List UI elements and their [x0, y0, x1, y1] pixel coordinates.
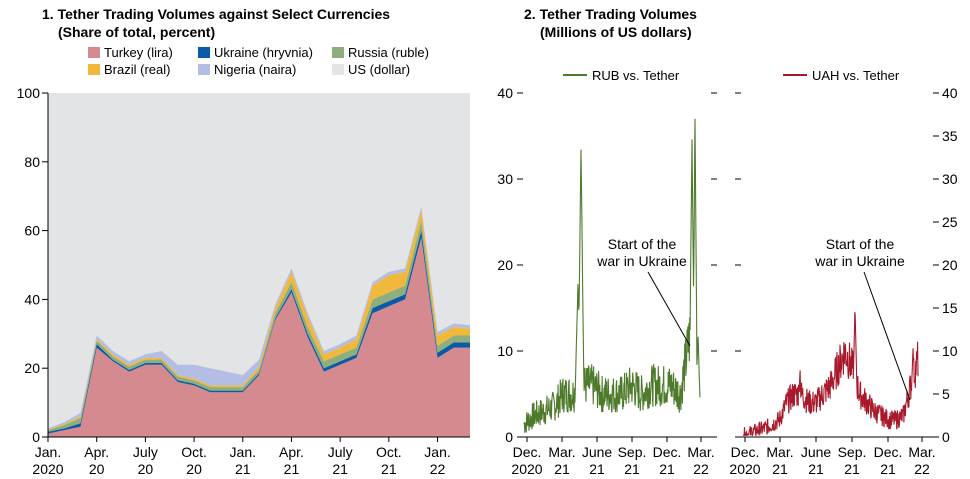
- uah-annotation-pointer: [863, 271, 911, 401]
- x-tick-label: 20: [89, 461, 105, 477]
- right-y-tick-label: 20: [942, 257, 958, 273]
- rub-annotation-line-2: war in Ukraine: [596, 253, 687, 269]
- rub-annotation-line-1: Start of the: [608, 236, 677, 252]
- x-tick-label: 20: [138, 461, 154, 477]
- stacked-areas: [48, 206, 470, 437]
- panel-2: 2. Tether Trading Volumes (Millions of U…: [497, 6, 957, 477]
- right-x-tick-label: Dec.: [874, 444, 903, 460]
- y-tick-label: 40: [24, 291, 40, 307]
- legend-swatch: [198, 64, 210, 75]
- x-tick-label: Oct.: [376, 444, 402, 460]
- right-x-tick-label: Sep.: [838, 444, 867, 460]
- right-x-tick-label: June: [801, 444, 832, 460]
- panel-2-subtitle: (Millions of US dollars): [540, 24, 692, 40]
- x-tick-label: July: [133, 444, 158, 460]
- right-x-tick-label: Dec.: [731, 444, 760, 460]
- panel-2-axes: 0102030400510152025303540Dec.2020Mar.21J…: [497, 85, 957, 477]
- legend-swatch: [88, 47, 100, 58]
- y-tick-label: 60: [24, 223, 40, 239]
- left-y-tick-label: 30: [497, 171, 513, 187]
- y-tick-label: 0: [32, 429, 40, 445]
- rub-series-line: [523, 118, 701, 433]
- right-x-tick-label: 22: [914, 461, 930, 477]
- right-x-tick-label: 21: [844, 461, 860, 477]
- right-y-tick-label: 5: [942, 386, 950, 402]
- x-tick-label: 20: [186, 461, 202, 477]
- x-tick-label: 2020: [32, 461, 63, 477]
- panel-2-lines: [523, 118, 919, 437]
- panel-1-title: 1. Tether Trading Volumes against Select…: [42, 6, 390, 22]
- right-x-tick-label: Mar.: [908, 444, 935, 460]
- right-x-tick-label: 21: [772, 461, 788, 477]
- right-y-tick-label: 40: [942, 85, 958, 101]
- right-y-tick-label: 30: [942, 171, 958, 187]
- left-x-tick-label: Dec.: [653, 444, 682, 460]
- x-tick-label: 21: [381, 461, 397, 477]
- uah-series-line: [743, 312, 919, 437]
- rub-annotation-pointer: [647, 271, 691, 347]
- x-tick-label: Apr.: [279, 444, 304, 460]
- x-tick-label: Apr.: [84, 444, 109, 460]
- legend-label: US (dollar): [348, 62, 410, 77]
- area-turkey: [48, 237, 470, 437]
- x-tick-label: Jan.: [35, 444, 61, 460]
- left-y-tick-label: 0: [505, 429, 513, 445]
- panel-1-axes: 020406080100Jan.2020Apr.20July20Oct.20Ja…: [17, 85, 470, 477]
- x-tick-label: July: [328, 444, 353, 460]
- y-tick-label: 100: [17, 85, 41, 101]
- left-x-tick-label: 21: [589, 461, 605, 477]
- y-tick-label: 80: [24, 154, 40, 170]
- x-tick-label: Oct.: [181, 444, 207, 460]
- right-y-tick-label: 10: [942, 343, 958, 359]
- legend-label: Turkey (lira): [104, 45, 173, 60]
- uah-legend-label: UAH vs. Tether: [812, 68, 900, 83]
- left-x-tick-label: June: [582, 444, 613, 460]
- x-tick-label: 21: [284, 461, 300, 477]
- left-y-tick-label: 20: [497, 257, 513, 273]
- legend-swatch: [198, 47, 210, 58]
- legend-label: Ukraine (hryvnia): [214, 45, 313, 60]
- legend-label: Nigeria (naira): [214, 62, 296, 77]
- panel-2-title: 2. Tether Trading Volumes: [524, 6, 697, 22]
- panel-1-subtitle: (Share of total, percent): [58, 24, 215, 40]
- left-x-tick-label: Dec.: [513, 444, 542, 460]
- legend-swatch: [332, 64, 344, 75]
- legend-swatch: [332, 47, 344, 58]
- y-tick-label: 20: [24, 360, 40, 376]
- left-y-tick-label: 10: [497, 343, 513, 359]
- right-x-tick-label: Mar.: [766, 444, 793, 460]
- legend-swatch: [88, 64, 100, 75]
- right-y-tick-label: 35: [942, 128, 958, 144]
- left-x-tick-label: Sep.: [618, 444, 647, 460]
- right-x-tick-label: 21: [880, 461, 896, 477]
- panel-1: 1. Tether Trading Volumes against Select…: [17, 6, 470, 477]
- uah-annotation-line-1: Start of the: [826, 236, 895, 252]
- left-x-tick-label: 21: [624, 461, 640, 477]
- uah-annotation-line-2: war in Ukraine: [814, 253, 905, 269]
- x-tick-label: Jan.: [424, 444, 450, 460]
- x-tick-label: 21: [332, 461, 348, 477]
- left-x-tick-label: 2020: [511, 461, 542, 477]
- left-x-tick-label: Mar.: [548, 444, 575, 460]
- rub-legend-label: RUB vs. Tether: [592, 68, 680, 83]
- right-y-tick-label: 0: [942, 429, 950, 445]
- legend-label: Brazil (real): [104, 62, 170, 77]
- x-tick-label: 22: [430, 461, 446, 477]
- left-x-tick-label: Mar.: [687, 444, 714, 460]
- right-y-tick-label: 15: [942, 300, 958, 316]
- x-tick-label: Jan.: [230, 444, 256, 460]
- panel-1-legend: Turkey (lira) Ukraine (hryvnia) Russia (ru…: [88, 45, 429, 77]
- left-y-tick-label: 40: [497, 85, 513, 101]
- left-x-tick-label: 22: [693, 461, 709, 477]
- legend-label: Russia (ruble): [348, 45, 429, 60]
- right-y-tick-label: 25: [942, 214, 958, 230]
- left-x-tick-label: 21: [659, 461, 675, 477]
- x-tick-label: 21: [235, 461, 251, 477]
- right-x-tick-label: 2020: [729, 461, 760, 477]
- right-x-tick-label: 21: [808, 461, 824, 477]
- left-x-tick-label: 21: [554, 461, 570, 477]
